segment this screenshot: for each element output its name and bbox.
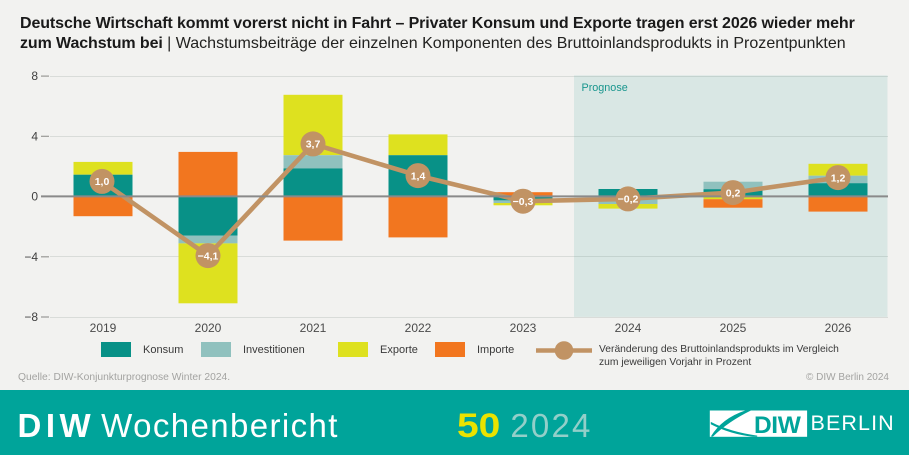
svg-text:−4: −4: [24, 250, 38, 264]
svg-text:1,4: 1,4: [411, 170, 426, 182]
svg-text:2024: 2024: [615, 321, 642, 335]
svg-text:−4,1: −4,1: [198, 250, 219, 262]
svg-text:2022: 2022: [405, 321, 432, 335]
svg-text:BERLIN: BERLIN: [811, 411, 895, 435]
svg-text:−8: −8: [24, 310, 38, 324]
svg-text:0,2: 0,2: [726, 187, 741, 199]
svg-text:2026: 2026: [825, 321, 852, 335]
svg-text:0: 0: [31, 190, 38, 204]
svg-text:2023: 2023: [510, 321, 537, 335]
svg-text:2019: 2019: [90, 321, 117, 335]
svg-text:3,7: 3,7: [306, 139, 321, 151]
svg-text:2021: 2021: [300, 321, 327, 335]
svg-text:−0,2: −0,2: [618, 194, 639, 206]
svg-text:Prognose: Prognose: [582, 82, 628, 94]
svg-text:1,2: 1,2: [831, 172, 846, 184]
svg-text:DIW: DIW: [754, 412, 802, 439]
svg-text:2025: 2025: [720, 321, 747, 335]
svg-text:2020: 2020: [195, 321, 222, 335]
svg-text:−0,3: −0,3: [513, 196, 534, 208]
svg-text:4: 4: [31, 129, 38, 143]
svg-text:8: 8: [31, 69, 38, 83]
svg-text:1,0: 1,0: [95, 176, 110, 188]
